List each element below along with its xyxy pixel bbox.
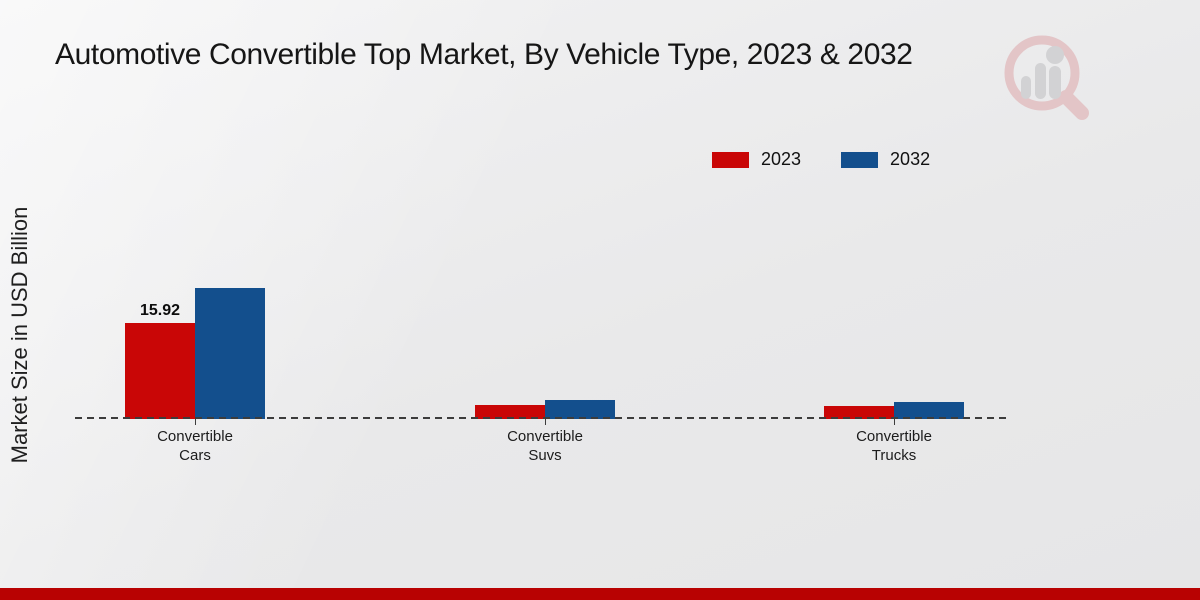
legend-item-2023: 2023 [712,149,801,170]
category-label-convertible-suvs: Convertible Suvs [507,428,583,464]
x-axis-tick [195,419,196,425]
bar-2023-convertible-trucks [824,406,894,419]
bar-2023-convertible-cars [125,323,195,419]
bottom-accent-bar [0,588,1200,600]
legend: 2023 2032 [712,149,930,170]
bar-2032-convertible-suvs [545,400,615,419]
category-label-convertible-cars: Convertible Cars [157,428,233,464]
legend-swatch-2032 [841,151,879,168]
legend-swatch-2023 [712,151,749,168]
bar-2032-convertible-cars [195,288,265,419]
legend-item-2032: 2032 [841,149,930,170]
bar-value-label: 15.92 [139,302,181,319]
category-label-convertible-trucks: Convertible Trucks [856,428,932,464]
legend-label-2032: 2032 [890,149,931,169]
bar-2032-convertible-trucks [894,402,964,419]
bar-2023-convertible-suvs [475,405,545,419]
chart-title: Automotive Convertible Top Market, By Ve… [55,38,913,71]
x-axis-tick [545,419,546,425]
x-axis-tick [894,419,895,425]
x-axis-baseline [75,417,1007,419]
legend-label-2023: 2023 [761,149,802,169]
